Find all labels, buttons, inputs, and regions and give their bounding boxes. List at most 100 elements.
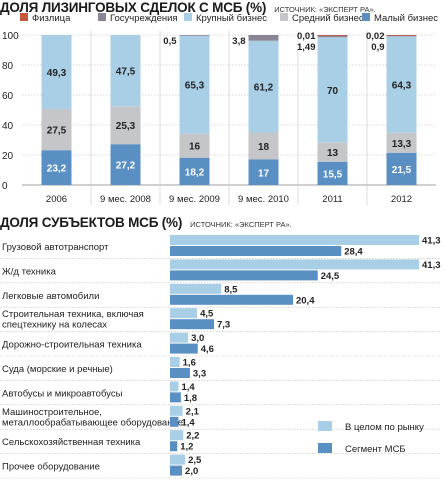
bar-value-label-3-1: 3,8: [232, 36, 245, 47]
y-tick-label-0: 0: [2, 181, 8, 192]
category-label-4: Дорожно-строительная техника: [2, 340, 142, 351]
bar-value-label-9-0: 2,5: [188, 455, 202, 466]
bar-segment-0-3: [41, 108, 72, 151]
bar-segment-3-4: [248, 159, 279, 185]
bar-segment-5-4: [386, 152, 417, 185]
chart2-source: ИСТОЧНИК: «ЭКСПЕРТ РА».: [190, 220, 292, 229]
y-tick-label-4: 80: [2, 61, 14, 72]
legend-label-0: В целом по рынку: [345, 422, 424, 433]
bar-value-label-2-1: 20,4: [296, 295, 315, 306]
bar-segment-3-3: [248, 132, 279, 160]
bar-segment-4-1: [317, 35, 348, 38]
bar-value-label-2-0: 8,5: [224, 284, 238, 295]
bar-3-0: [170, 308, 198, 319]
bar-9-0: [170, 454, 186, 465]
bar-segment-0-2: [41, 35, 72, 109]
bar-5-0: [170, 357, 180, 367]
bar-value-label-9-1: 2,0: [185, 466, 198, 477]
bar-value-label-5-0: 0,02: [366, 31, 385, 42]
bar-value-label-4-2: 70: [327, 86, 339, 97]
bar-segment-4-2: [317, 37, 348, 143]
bar-segment-5-3: [386, 132, 417, 153]
bar-8-0: [170, 430, 184, 441]
y-tick-label-2: 40: [2, 121, 14, 132]
bar-value-label-6-1: 1,8: [184, 393, 197, 404]
y-tick-label-3: 60: [2, 91, 14, 102]
bar-value-label-4-3: 13: [327, 148, 339, 159]
bar-value-label-0-0: 41,3: [422, 236, 441, 247]
bar-segment-4-0: [317, 35, 348, 36]
x-tick-label-2: 9 мес. 2009: [169, 194, 220, 205]
bar-value-label-7-1: 1,4: [181, 417, 195, 428]
x-tick-label-1: 9 мес. 2008: [100, 194, 151, 205]
bar-value-label-3-3: 18: [258, 142, 270, 153]
bar-value-label-2-2: 65,3: [185, 81, 205, 92]
bar-value-label-1-3: 25,3: [116, 121, 136, 132]
bar-value-label-4-1: 1,49: [297, 42, 316, 53]
category-label-5: Суда (морские и речные): [2, 364, 113, 375]
bar-9-1: [170, 465, 183, 476]
bar-value-label-3-4: 17: [258, 168, 270, 179]
y-tick-label-1: 20: [2, 151, 14, 162]
bar-value-label-4-0: 3,0: [191, 333, 204, 344]
bar-value-label-7-0: 2,1: [186, 406, 200, 417]
bar-value-label-5-1: 0,9: [371, 42, 384, 53]
bar-value-label-5-0: 1,6: [183, 358, 196, 369]
bar-segment-2-2: [179, 35, 210, 134]
legend-label-3: Средний бизнес: [292, 13, 364, 24]
bar-segment-4-3: [317, 142, 348, 162]
bar-value-label-3-0: 4,5: [200, 309, 214, 320]
bar-segment-0-4: [41, 150, 72, 185]
bar-value-label-0-4: 23,2: [47, 164, 67, 175]
bar-0-1: [170, 246, 342, 256]
bar-4-0: [170, 332, 189, 343]
bar-segment-3-2: [248, 40, 279, 133]
x-tick-label-4: 2011: [322, 194, 342, 205]
legend-swatch-2: [184, 13, 192, 21]
bar-2-0: [170, 283, 222, 294]
bar-7-0: [170, 405, 183, 416]
bar-segment-1-3: [110, 106, 141, 145]
chart1-title: ДОЛЯ ЛИЗИНГОВЫХ СДЕЛОК С МСБ (%): [0, 0, 267, 15]
bar-value-label-4-4: 15,5: [323, 169, 343, 180]
bar-segment-4-4: [317, 161, 348, 185]
bar-7-1: [170, 416, 179, 427]
x-tick-label-5: 2012: [391, 194, 412, 205]
category-label-9: Прочее оборудование: [2, 462, 100, 473]
category-label-8: Сельскохозяйственная техника: [2, 437, 141, 448]
legend-label-4: Малый бизнес: [374, 13, 438, 24]
bar-value-label-2-4: 18,2: [185, 167, 205, 178]
legend-swatch-0: [318, 421, 332, 431]
bar-segment-3-1: [248, 35, 279, 41]
bar-segment-5-2: [386, 36, 417, 133]
horizontal-bar-chart: Грузовой автотранспорт 41,3 28,4 Ж/д техник…: [0, 235, 441, 479]
chart1-header: ДОЛЯ ЛИЗИНГОВЫХ СДЕЛОК С МСБ (%) ИСТОЧНИ…: [0, 0, 376, 15]
bar-value-label-1-2: 47,5: [116, 67, 136, 78]
bar-3-1: [170, 319, 215, 330]
category-label-7: Машиностроительное, металлообрабатывающее…: [2, 407, 183, 429]
bar-value-label-4-1: 4,6: [201, 344, 214, 355]
bar-segment-2-3: [179, 133, 210, 158]
bar-segment-1-4: [110, 144, 141, 185]
bar-segment-2-4: [179, 157, 210, 185]
legend-swatch-4: [362, 13, 370, 21]
category-label-6: Автобусы и микроавтобусы: [2, 388, 123, 399]
bar-value-label-1-1: 24,5: [321, 271, 340, 282]
y-tick-label-5: 100: [2, 31, 19, 42]
bar-0-0: [170, 235, 419, 245]
category-label-1: Ж/д техника: [2, 266, 57, 277]
bar-6-0: [170, 381, 179, 392]
legend-label-2: Крупный бизнес: [196, 13, 267, 24]
bar-segment-5-1: [386, 35, 417, 37]
bar-value-label-2-1: 0,5: [163, 36, 177, 47]
x-tick-label-3: 9 мес. 2010: [238, 194, 289, 205]
bar-segment-2-1: [179, 35, 210, 36]
category-label-3: Строительная техника, включая спецтехнику…: [2, 309, 144, 331]
bar-value-label-8-0: 2,2: [186, 431, 199, 442]
bar-value-label-0-2: 49,3: [47, 68, 67, 79]
bar-2-1: [170, 294, 293, 305]
bar-value-label-5-1: 3,3: [193, 369, 206, 380]
bar-1-1: [170, 270, 318, 281]
bar-value-label-2-3: 16: [189, 142, 201, 153]
x-tick-label-0: 2006: [46, 194, 67, 205]
